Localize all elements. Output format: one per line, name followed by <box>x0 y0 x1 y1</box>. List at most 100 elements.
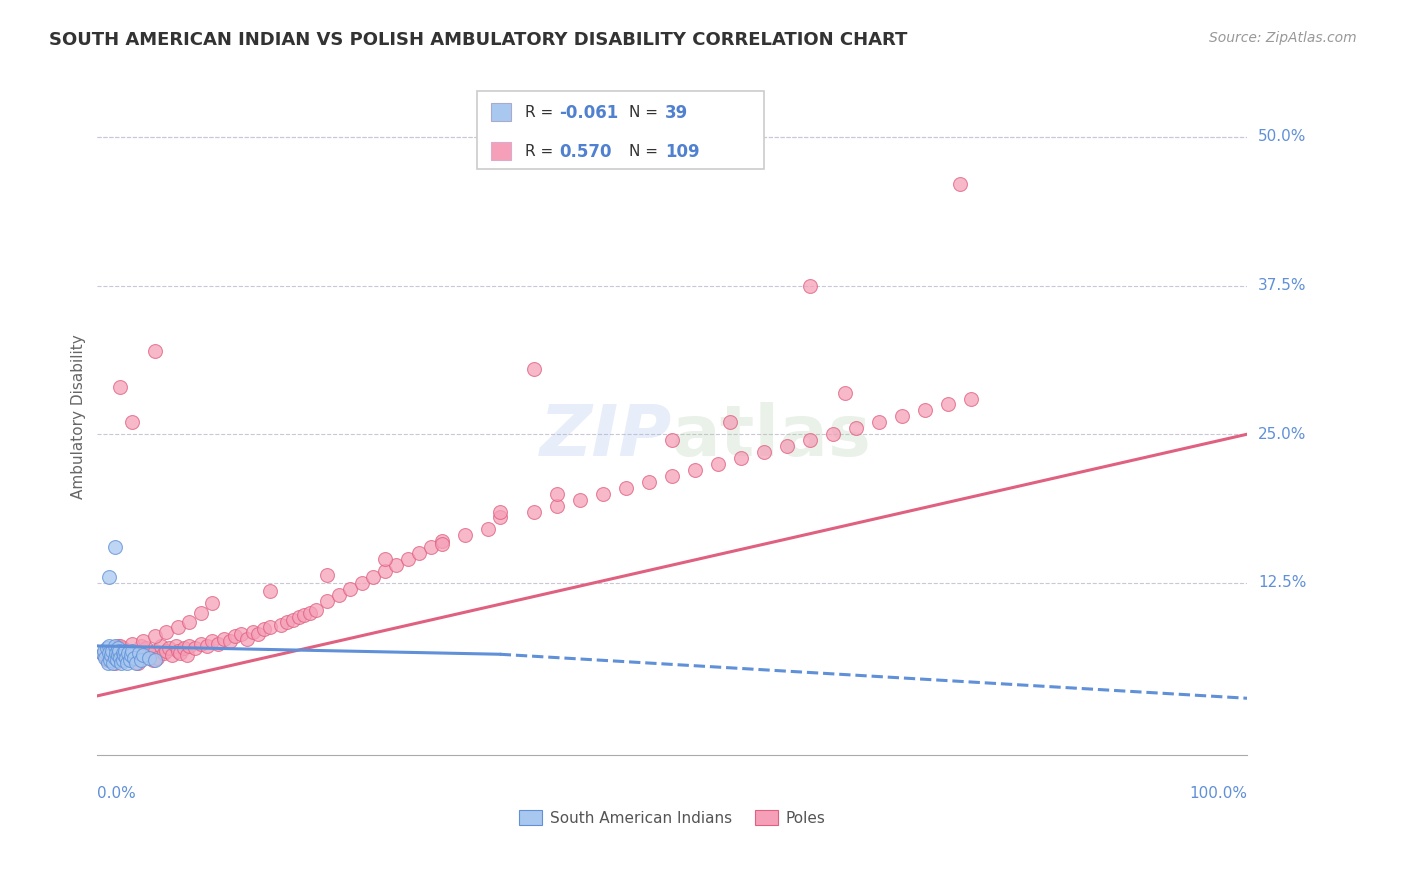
Point <box>149 639 172 653</box>
Point <box>108 643 131 657</box>
Point <box>432 536 454 550</box>
FancyBboxPatch shape <box>477 91 765 169</box>
Text: N =: N = <box>628 105 662 120</box>
Point <box>105 653 128 667</box>
Point <box>104 646 127 660</box>
Y-axis label: Ambulatory Disability: Ambulatory Disability <box>72 334 86 499</box>
Point <box>110 648 132 663</box>
Point <box>523 361 546 376</box>
Text: 50.0%: 50.0% <box>1258 129 1306 145</box>
Point <box>157 641 180 656</box>
Point <box>339 582 361 596</box>
Point <box>93 643 115 657</box>
Point <box>834 385 856 400</box>
Point <box>236 632 259 646</box>
Point <box>229 627 252 641</box>
Point <box>270 617 292 632</box>
Point <box>115 650 138 665</box>
Point <box>110 650 132 665</box>
Point <box>94 650 117 665</box>
Point <box>143 629 166 643</box>
Point <box>143 653 166 667</box>
Text: R =: R = <box>524 105 558 120</box>
Point <box>121 415 143 429</box>
Point <box>97 639 120 653</box>
Point <box>546 499 568 513</box>
Point <box>661 433 683 447</box>
Point <box>104 656 127 670</box>
Point <box>107 641 129 656</box>
Point <box>195 639 218 653</box>
Point <box>432 534 454 549</box>
Text: 0.570: 0.570 <box>560 143 612 161</box>
Point <box>173 641 195 656</box>
Point <box>104 641 127 656</box>
Point <box>143 643 166 657</box>
Point <box>799 433 821 447</box>
Point <box>385 558 408 572</box>
Point <box>138 646 160 660</box>
Point <box>683 463 706 477</box>
Point <box>97 643 120 657</box>
Point <box>754 445 776 459</box>
Text: Source: ZipAtlas.com: Source: ZipAtlas.com <box>1209 31 1357 45</box>
Point <box>287 610 309 624</box>
Point <box>396 552 419 566</box>
Text: 25.0%: 25.0% <box>1258 426 1306 442</box>
Point <box>166 620 188 634</box>
Point <box>523 504 546 518</box>
Point <box>730 450 752 465</box>
Point <box>129 653 152 667</box>
Text: 39: 39 <box>665 103 689 122</box>
Point <box>107 648 129 663</box>
Point <box>111 641 134 656</box>
Text: SOUTH AMERICAN INDIAN VS POLISH AMBULATORY DISABILITY CORRELATION CHART: SOUTH AMERICAN INDIAN VS POLISH AMBULATO… <box>49 31 908 49</box>
Point <box>891 409 914 424</box>
Point <box>253 622 276 636</box>
Point <box>97 647 120 661</box>
Point <box>201 596 224 610</box>
Point <box>488 504 510 518</box>
Point <box>122 650 145 665</box>
Point <box>121 643 143 657</box>
Point <box>97 646 120 660</box>
Point <box>128 646 150 660</box>
Point <box>101 643 124 657</box>
Point <box>190 636 212 650</box>
Point <box>104 540 127 554</box>
Point <box>707 457 730 471</box>
FancyBboxPatch shape <box>491 142 512 160</box>
Point <box>110 639 132 653</box>
Point <box>160 648 183 663</box>
Point <box>477 522 499 536</box>
Point <box>949 178 972 192</box>
Point <box>276 615 298 629</box>
Point <box>97 656 120 670</box>
Point <box>114 643 136 657</box>
Point <box>718 415 741 429</box>
Text: 109: 109 <box>665 143 700 161</box>
Point <box>146 650 169 665</box>
Point <box>91 647 114 661</box>
Point <box>316 567 339 582</box>
Point <box>115 646 138 660</box>
Point <box>190 606 212 620</box>
Point <box>132 634 155 648</box>
Point <box>292 607 315 622</box>
Point <box>169 646 191 660</box>
Point <box>259 584 281 599</box>
Point <box>135 641 157 656</box>
Point <box>111 646 134 660</box>
Point <box>845 421 868 435</box>
Point <box>153 646 176 660</box>
Point <box>141 653 163 667</box>
Text: 37.5%: 37.5% <box>1258 278 1306 293</box>
Point <box>100 648 122 663</box>
Point <box>661 468 683 483</box>
Point <box>201 634 224 648</box>
Point <box>328 588 350 602</box>
Point <box>592 486 614 500</box>
Point <box>638 475 661 489</box>
Point <box>100 650 122 665</box>
Point <box>97 570 120 584</box>
